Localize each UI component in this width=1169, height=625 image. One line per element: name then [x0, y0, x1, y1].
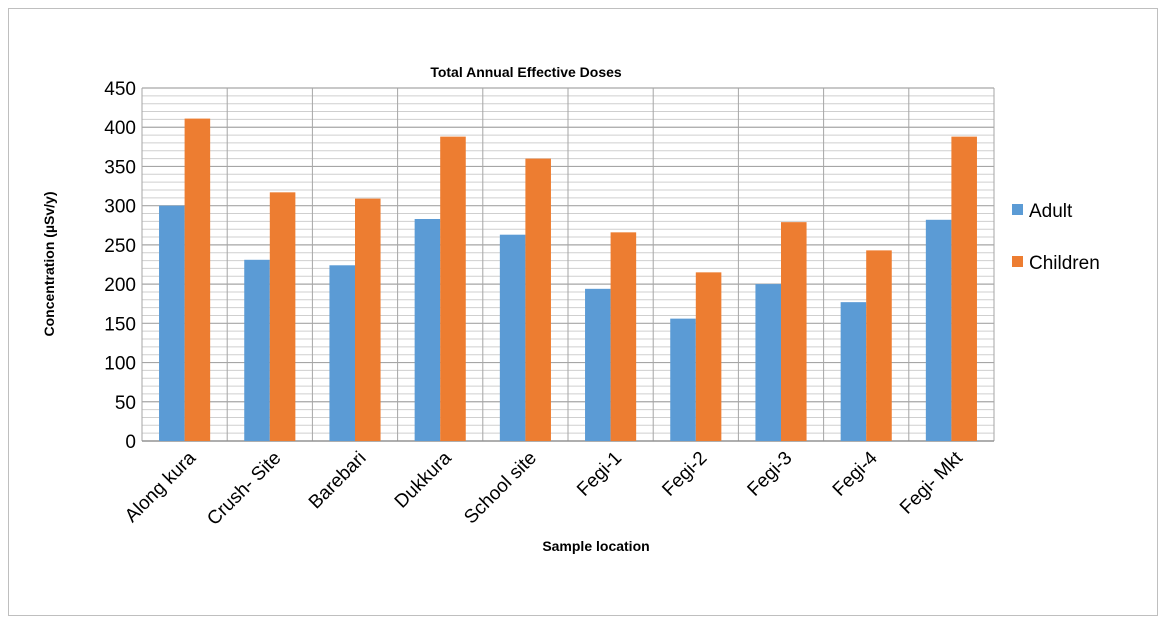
- bar-children-7: [695, 272, 722, 441]
- bar-children-4: [440, 136, 466, 441]
- y-tick-label: 100: [104, 354, 136, 375]
- x-tick-labels: Along kura Crush- Site Barebari Dukkura Scho…: [121, 447, 967, 530]
- legend-label-adult: Adult: [1029, 201, 1073, 222]
- bar-adult-4: [414, 219, 441, 441]
- bar-adult-9: [840, 302, 867, 441]
- legend-swatch-children: [1012, 256, 1023, 267]
- y-tick-label: 50: [115, 393, 136, 414]
- bar-children-9: [866, 250, 892, 441]
- bar-children-3: [355, 198, 381, 441]
- bar-children-6: [610, 232, 637, 441]
- bars: [159, 118, 977, 442]
- y-tick-labels: 0 50 100 150 200 250 300 350 400 450: [104, 79, 136, 453]
- y-tick-label: 250: [104, 236, 136, 257]
- bar-adult-10: [925, 219, 952, 441]
- bar-adult-7: [670, 318, 696, 441]
- bar-children-5: [525, 158, 551, 441]
- bar-children-1: [184, 118, 211, 442]
- x-tick-label: Fegi-3: [744, 448, 797, 501]
- bar-adult-5: [499, 234, 526, 441]
- bar-children-10: [951, 136, 977, 441]
- x-tick-label: Fegi-2: [658, 448, 711, 501]
- y-tick-label: 300: [104, 197, 136, 218]
- x-axis-title: Sample location: [542, 538, 649, 554]
- y-tick-label: 450: [104, 79, 136, 100]
- y-tick-label: 150: [104, 314, 136, 335]
- x-tick-label: Fegi- Mkt: [896, 447, 967, 518]
- bar-adult-2: [244, 259, 270, 441]
- legend-label-children: Children: [1029, 253, 1100, 274]
- y-tick-label: 200: [104, 275, 136, 296]
- x-tick-label: School site: [460, 448, 541, 529]
- y-tick-label: 350: [104, 157, 136, 178]
- legend: Adult Children: [1012, 201, 1100, 274]
- bar-children-8: [781, 222, 807, 441]
- bar-adult-1: [159, 205, 185, 441]
- x-tick-label: Fegi-1: [573, 448, 626, 501]
- x-tick-label: Barebari: [305, 448, 371, 514]
- x-tick-label: Along kura: [121, 447, 200, 526]
- bar-adult-3: [329, 265, 355, 441]
- legend-swatch-adult: [1012, 204, 1023, 215]
- bar-adult-6: [585, 288, 611, 441]
- bar-adult-8: [755, 284, 781, 441]
- y-tick-label: 400: [104, 118, 136, 139]
- chart-title: Total Annual Effective Doses: [430, 64, 622, 80]
- x-tick-label: Dukkura: [391, 447, 456, 512]
- x-tick-label: Fegi-4: [829, 447, 882, 500]
- y-tick-label: 0: [125, 432, 136, 453]
- x-tick-label: Crush- Site: [203, 448, 285, 530]
- y-axis-title: Concentration (µSv/y): [41, 192, 57, 337]
- bar-children-2: [269, 192, 296, 441]
